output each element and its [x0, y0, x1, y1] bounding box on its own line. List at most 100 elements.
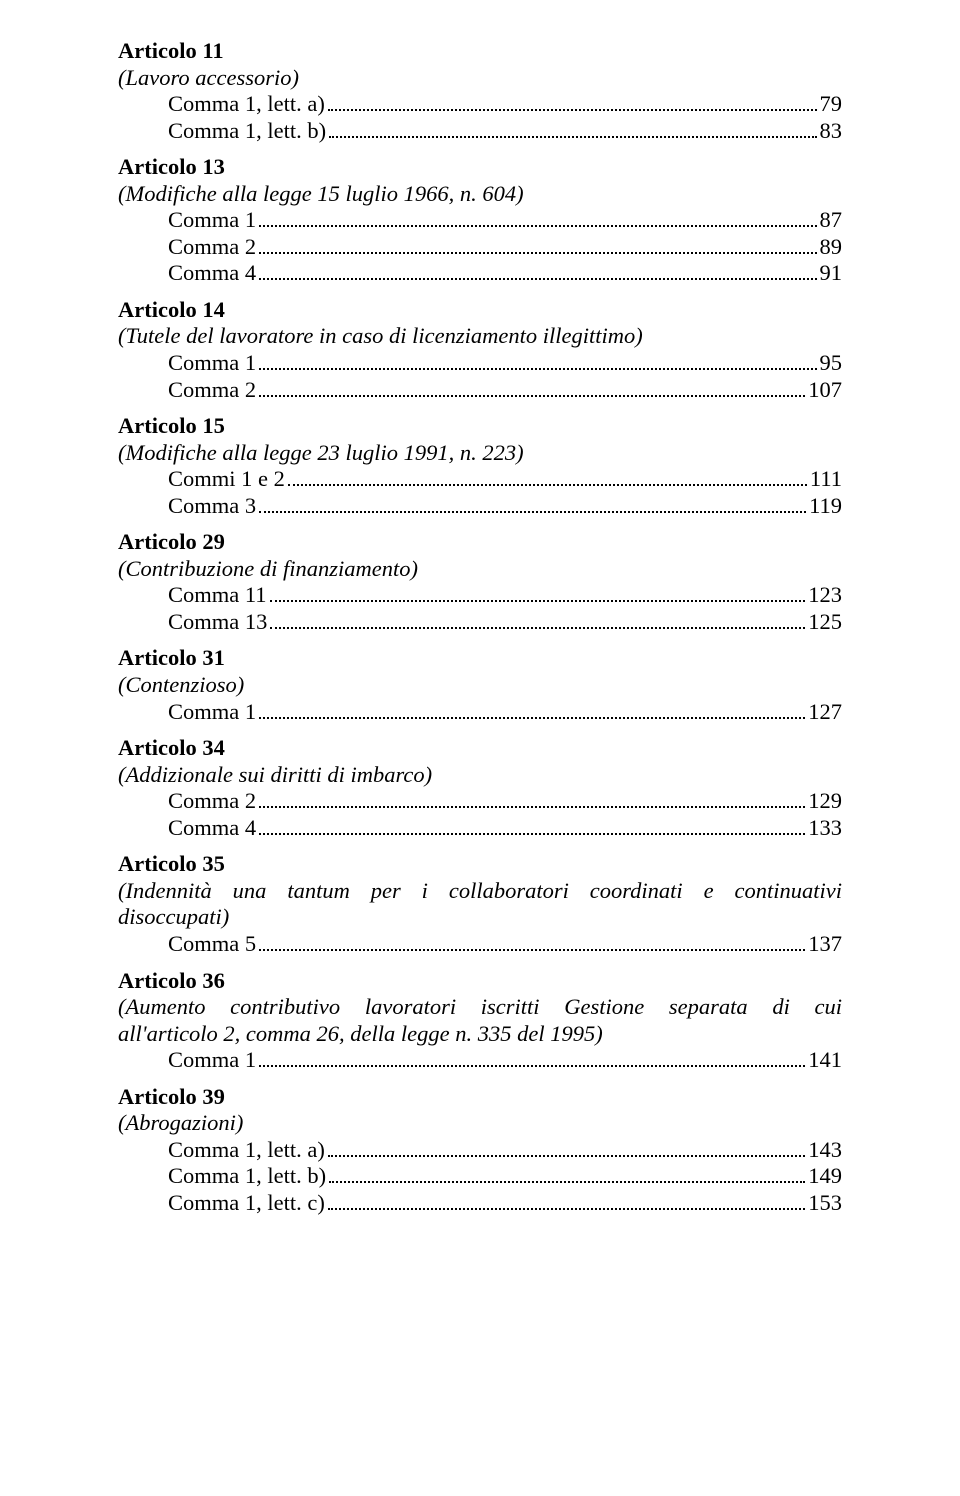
article-subtitle: (Modifiche alla legge 15 luglio 1966, n.… — [118, 181, 842, 208]
toc-label: Comma 5 — [168, 931, 256, 958]
dot-leader — [259, 211, 816, 228]
article-subtitle: (Contribuzione di finanziamento) — [118, 556, 842, 583]
toc-label: Comma 1 — [168, 699, 256, 726]
toc-label: Comma 1, lett. a) — [168, 91, 325, 118]
toc-label: Comma 1 — [168, 1047, 256, 1074]
toc-label: Comma 1 — [168, 350, 256, 377]
toc-page-number: 141 — [808, 1047, 842, 1074]
article-block: Articolo 15(Modifiche alla legge 23 lugl… — [118, 413, 842, 519]
toc-page-number: 83 — [820, 118, 843, 145]
dot-leader — [270, 612, 805, 629]
toc-row: Comma 13 125 — [168, 609, 842, 636]
dot-leader — [328, 94, 817, 111]
toc-page-number: 153 — [808, 1190, 842, 1217]
dot-leader — [259, 353, 816, 370]
toc-page-number: 111 — [810, 466, 842, 493]
toc-row: Comma 5 137 — [168, 931, 842, 958]
dot-leader — [328, 1140, 805, 1157]
toc-label: Comma 2 — [168, 377, 256, 404]
article-title: Articolo 13 — [118, 154, 842, 181]
toc-label: Comma 1, lett. a) — [168, 1137, 325, 1164]
toc-label: Comma 13 — [168, 609, 267, 636]
article-subtitle: (Modifiche alla legge 23 luglio 1991, n.… — [118, 440, 842, 467]
toc-label: Comma 1, lett. c) — [168, 1190, 325, 1217]
toc-label: Comma 1, lett. b) — [168, 1163, 326, 1190]
toc-page-number: 129 — [808, 788, 842, 815]
article-subtitle: (Aumento contributivo lavoratori iscritt… — [118, 994, 842, 1021]
article-subtitle: (Contenzioso) — [118, 672, 842, 699]
toc-label: Comma 11 — [168, 582, 267, 609]
article-title: Articolo 36 — [118, 968, 842, 995]
toc-row: Comma 2 89 — [168, 234, 842, 261]
toc-row: Comma 1 95 — [168, 350, 842, 377]
article-block: Articolo 36(Aumento contributivo lavorat… — [118, 968, 842, 1074]
dot-leader — [259, 496, 806, 513]
toc-label: Comma 1 — [168, 207, 256, 234]
toc-page-number: 127 — [808, 699, 842, 726]
article-block: Articolo 34(Addizionale sui diritti di i… — [118, 735, 842, 841]
article-block: Articolo 31(Contenzioso)Comma 1127 — [118, 645, 842, 725]
article-subtitle: (Lavoro accessorio) — [118, 65, 842, 92]
article-subtitle: (Addizionale sui diritti di imbarco) — [118, 762, 842, 789]
article-block: Articolo 29(Contribuzione di finanziamen… — [118, 529, 842, 635]
article-title: Articolo 15 — [118, 413, 842, 440]
toc-page-number: 87 — [820, 207, 843, 234]
article-block: Articolo 11(Lavoro accessorio)Comma 1, l… — [118, 38, 842, 144]
dot-leader — [259, 264, 816, 281]
article-subtitle: (Tutele del lavoratore in caso di licenz… — [118, 323, 842, 350]
toc-label: Comma 2 — [168, 234, 256, 261]
article-block: Articolo 35(Indennità una tantum per i c… — [118, 851, 842, 957]
dot-leader — [259, 1051, 805, 1068]
article-title: Articolo 39 — [118, 1084, 842, 1111]
article-subtitle: disoccupati) — [118, 904, 842, 931]
toc-page-number: 95 — [820, 350, 843, 377]
dot-leader — [329, 1167, 805, 1184]
article-subtitle: (Indennità una tantum per i collaborator… — [118, 878, 842, 905]
toc-label: Comma 3 — [168, 493, 256, 520]
toc-row: Comma 1, lett. b) 149 — [168, 1163, 842, 1190]
article-subtitle: (Abrogazioni) — [118, 1110, 842, 1137]
toc-page-number: 123 — [808, 582, 842, 609]
toc-page-number: 137 — [808, 931, 842, 958]
toc-page: Articolo 11(Lavoro accessorio)Comma 1, l… — [0, 0, 960, 1496]
toc-page-number: 107 — [808, 377, 842, 404]
toc-page-number: 91 — [820, 260, 843, 287]
dot-leader — [328, 1193, 805, 1210]
dot-leader — [270, 586, 806, 603]
toc-row: Comma 1, lett. a) 79 — [168, 91, 842, 118]
dot-leader — [259, 237, 816, 254]
article-block: Articolo 39(Abrogazioni)Comma 1, lett. a… — [118, 1084, 842, 1217]
toc-label: Comma 4 — [168, 260, 256, 287]
article-title: Articolo 34 — [118, 735, 842, 762]
toc-page-number: 133 — [808, 815, 842, 842]
toc-label: Comma 2 — [168, 788, 256, 815]
toc-row: Comma 1 87 — [168, 207, 842, 234]
toc-row: Comma 1, lett. c) 153 — [168, 1190, 842, 1217]
toc-row: Comma 1, lett. a) 143 — [168, 1137, 842, 1164]
toc-row: Comma 4 91 — [168, 260, 842, 287]
toc-row: Comma 11 123 — [168, 582, 842, 609]
toc-row: Comma 1 127 — [168, 699, 842, 726]
toc-page-number: 79 — [820, 91, 843, 118]
toc-page-number: 125 — [808, 609, 842, 636]
toc-row: Comma 1, lett. b) 83 — [168, 118, 842, 145]
article-title: Articolo 11 — [118, 38, 842, 65]
toc-label: Commi 1 e 2 — [168, 466, 285, 493]
toc-label: Comma 1, lett. b) — [168, 118, 326, 145]
toc-row: Comma 2 129 — [168, 788, 842, 815]
toc-page-number: 89 — [820, 234, 843, 261]
toc-row: Comma 3 119 — [168, 493, 842, 520]
article-title: Articolo 29 — [118, 529, 842, 556]
toc-page-number: 149 — [808, 1163, 842, 1190]
toc-row: Commi 1 e 2 111 — [168, 466, 842, 493]
article-title: Articolo 14 — [118, 297, 842, 324]
dot-leader — [259, 380, 805, 397]
article-block: Articolo 14(Tutele del lavoratore in cas… — [118, 297, 842, 403]
dot-leader — [259, 934, 805, 951]
dot-leader — [259, 792, 805, 809]
toc-row: Comma 4133 — [168, 815, 842, 842]
toc-page-number: 119 — [809, 493, 842, 520]
toc-row: Comma 1 141 — [168, 1047, 842, 1074]
toc-page-number: 143 — [808, 1137, 842, 1164]
toc-row: Comma 2 107 — [168, 377, 842, 404]
